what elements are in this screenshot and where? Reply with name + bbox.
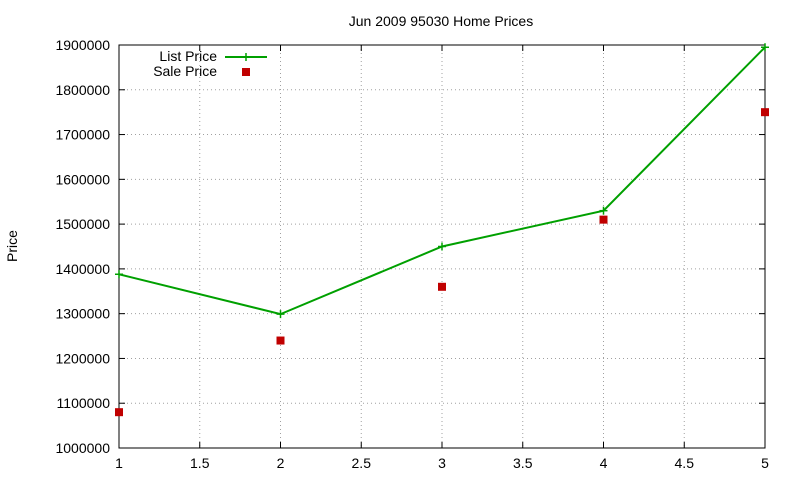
x-tick-label: 2 <box>277 455 285 471</box>
x-tick-label: 1.5 <box>190 455 210 471</box>
chart-title: Jun 2009 95030 Home Prices <box>349 13 533 29</box>
list-price-point <box>599 206 608 215</box>
list-price-point <box>115 270 123 279</box>
y-tick-label: 1000000 <box>55 440 110 456</box>
x-tick-label: 5 <box>761 455 769 471</box>
y-tick-label: 1600000 <box>55 171 110 187</box>
legend-square-marker <box>242 68 250 76</box>
y-tick-label: 1100000 <box>57 395 111 411</box>
y-axis-label: Price <box>4 230 20 262</box>
sale-price-point <box>276 336 285 345</box>
list-price-point <box>276 310 285 319</box>
y-tick-label: 1800000 <box>55 82 110 98</box>
x-tick-label: 3 <box>438 455 446 471</box>
y-tick-label: 1900000 <box>55 37 110 53</box>
sale-price-point <box>599 215 608 224</box>
y-tick-label: 1500000 <box>55 216 110 232</box>
axes: 1 1.5 2 2.5 3 3.5 4 4.5 5 1000000 1100000 1200000 13… <box>55 37 769 471</box>
series <box>115 43 769 417</box>
list-price-point <box>438 242 446 251</box>
sale-price-point <box>438 282 446 291</box>
legend-label: List Price <box>159 48 217 64</box>
y-tick-label: 1700000 <box>55 127 110 143</box>
list-price-line <box>118 46 766 316</box>
x-tick-label: 4 <box>600 455 608 471</box>
x-tick-label: 1 <box>115 455 123 471</box>
y-tick-label: 1300000 <box>55 306 110 322</box>
legend-plus-marker <box>242 53 250 61</box>
x-tick-label: 3.5 <box>513 455 533 471</box>
x-tick-label: 2.5 <box>352 455 372 471</box>
x-tick-label: 4.5 <box>675 455 695 471</box>
sale-price-point <box>761 108 769 117</box>
sale-price-point <box>115 408 123 417</box>
legend-label: Sale Price <box>153 63 217 79</box>
list-price-point <box>761 43 769 52</box>
y-tick-label: 1400000 <box>55 261 110 277</box>
y-tick-label: 1200000 <box>55 350 110 366</box>
